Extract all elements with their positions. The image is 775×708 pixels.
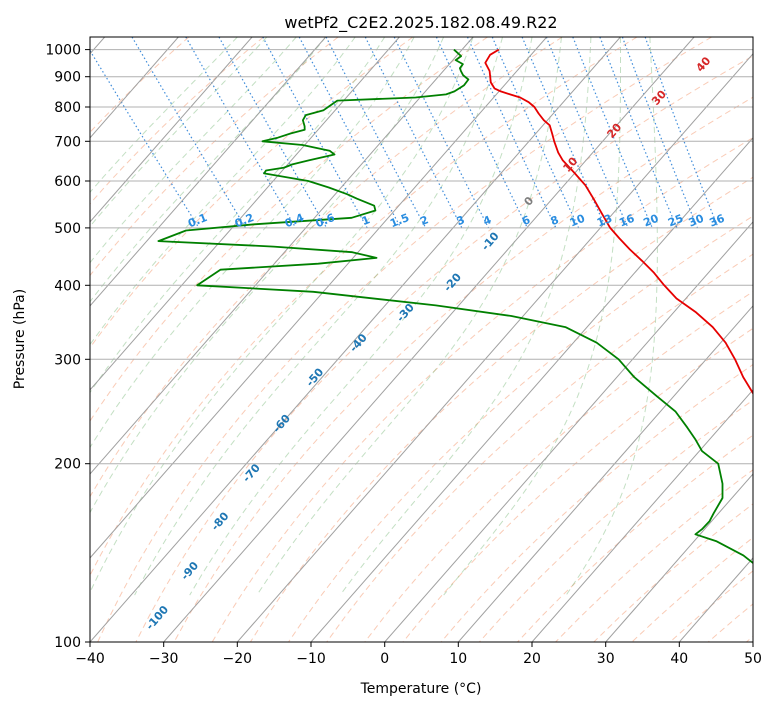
y-tick-label: 600: [54, 174, 81, 190]
mixing-ratio-line: [298, 37, 402, 229]
isotherm-line: [605, 473, 753, 642]
moist-adiabat: [90, 37, 386, 394]
mixing-ratio-line: [545, 37, 629, 229]
y-tick-label: 800: [54, 100, 81, 116]
x-axis-ticks: −40 −30 −20 −10 0 10 20 30 40 50: [75, 642, 762, 667]
y-tick-label: 200: [54, 457, 81, 473]
moist-adiabat: [90, 37, 445, 514]
mixing-ratio-line: [393, 37, 490, 229]
isotherm-line: [90, 37, 474, 475]
dry-adiabat: [90, 37, 414, 349]
mixing-ratio-label: 13: [595, 212, 614, 230]
x-tick-label: −40: [75, 651, 105, 667]
y-axis-ticks: 100 200 300 400 500 600 700 800 900 1000: [45, 43, 90, 651]
sounding-series: [157, 48, 753, 565]
mixing-ratio-line: [644, 37, 719, 229]
moist-adiabat: [565, 37, 658, 596]
mixing-ratio-label: 2: [418, 213, 430, 228]
x-tick-label: 30: [597, 651, 615, 667]
y-tick-label: 100: [54, 635, 81, 651]
chart-title: wetPf2_C2E2.2025.182.08.49.R22: [284, 13, 557, 33]
dry-adiabat: [135, 55, 753, 642]
isotherm-line: [90, 37, 621, 642]
x-tick-label: −30: [149, 651, 179, 667]
isotherm-line: [163, 37, 695, 642]
isotherm-line: [531, 389, 753, 642]
isotherm-line: [90, 37, 253, 223]
y-tick-label: 1000: [45, 43, 81, 59]
mixing-ratio-line: [621, 37, 699, 229]
mixing-ratio-line: [218, 37, 328, 229]
plot-frame: [89, 36, 754, 643]
moist-adiabat: [90, 37, 474, 594]
moist-adiabat: [443, 37, 621, 596]
y-axis-title: Pressure (hPa): [12, 289, 28, 389]
dry-adiabat: [326, 253, 753, 642]
y-tick-label: 400: [54, 278, 81, 294]
x-axis-title: Temperature (°C): [360, 681, 482, 697]
y-tick-label: 300: [54, 352, 81, 368]
moist-adiabat: [90, 37, 415, 449]
dry-adiabat: [90, 37, 264, 205]
moist-adiabat: [189, 37, 533, 596]
mixing-ratio-line: [491, 37, 580, 229]
dry-adiabat: [173, 96, 753, 642]
mixing-ratio-label: 16: [617, 212, 636, 230]
mixing-ratio-label: 36: [707, 212, 726, 230]
dry-adiabat: [249, 176, 753, 642]
mixing-ratio-label: 10: [568, 212, 587, 230]
x-tick-label: −10: [296, 651, 326, 667]
isotherm-line: [310, 137, 753, 642]
isotherm-line: [90, 37, 327, 307]
x-tick-label: 10: [449, 651, 467, 667]
mixing-ratio-label: 30: [687, 212, 706, 230]
dry-adiabat: [90, 37, 563, 498]
mixing-ratio-label: 8: [549, 213, 561, 228]
x-tick-label: 0: [380, 651, 389, 667]
moist-adiabat: [90, 37, 356, 346]
dry-adiabat: [90, 37, 190, 133]
isotherm-line: [90, 37, 400, 391]
moist-adiabat: [90, 37, 297, 264]
dry-adiabat: [211, 137, 753, 642]
y-tick-label: 900: [54, 70, 81, 86]
x-tick-label: 40: [670, 651, 688, 667]
isotherm-line: [90, 37, 548, 559]
mixing-ratio-line: [521, 37, 607, 229]
mixing-ratio-lines: [90, 37, 719, 229]
mixing-ratio-line: [572, 37, 653, 229]
mixing-ratio-line: [90, 49, 200, 229]
x-tick-label: −20: [223, 651, 253, 667]
mixing-ratio-label: 3: [455, 213, 467, 228]
y-tick-label: 700: [54, 134, 81, 150]
mixing-ratio-line: [599, 37, 678, 229]
plot-area: -100-90-80-70-60-50-40-30-20-10010203040…: [90, 37, 753, 642]
y-tick-label: 500: [54, 221, 81, 237]
dry-adiabat: [90, 37, 339, 277]
mixing-ratio-label: 1: [360, 213, 372, 228]
moist-adiabats: [90, 37, 658, 596]
mixing-ratio-label: 25: [666, 212, 685, 230]
temperature-line: [484, 48, 753, 395]
mixing-ratio-label: 20: [641, 212, 660, 230]
dry-adiabat: [97, 37, 712, 642]
isotherm-line: [384, 221, 753, 642]
dry-adiabat: [288, 215, 753, 642]
isotherm-line: [236, 53, 753, 642]
dewpoint-line: [157, 48, 753, 565]
dry-adiabat: [90, 37, 488, 422]
x-tick-label: 20: [523, 651, 541, 667]
moist-adiabat: [256, 37, 562, 596]
x-tick-label: 50: [744, 651, 762, 667]
dry-adiabat: [90, 37, 638, 577]
mixing-ratio-line: [364, 37, 463, 229]
dry-adiabats: [90, 37, 753, 642]
moist-adiabat: [90, 37, 327, 303]
